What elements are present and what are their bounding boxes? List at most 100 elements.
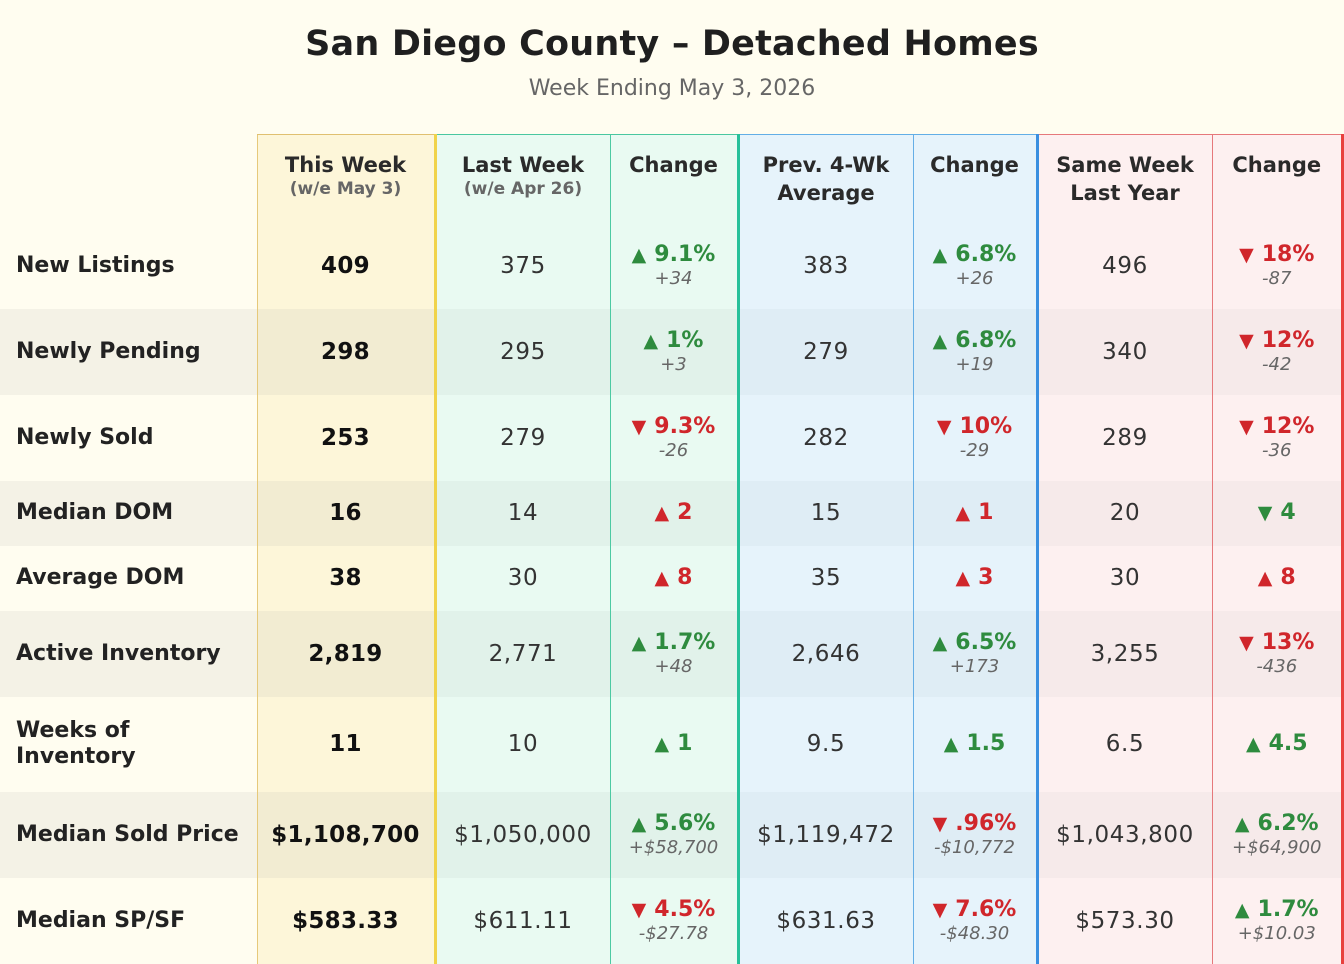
change-percent: 8 xyxy=(1280,565,1296,590)
prev-4wk-avg-value: $1,119,472 xyxy=(736,791,913,878)
triangle-up-icon: ▲ xyxy=(631,631,647,654)
row-label: Average DOM xyxy=(16,565,185,590)
change-percent: 1 xyxy=(677,731,693,756)
change-percent: 6.2% xyxy=(1257,810,1319,836)
change-4wk-cell: ▲ 6.5% +173 xyxy=(912,610,1037,697)
change-absolute: +3 xyxy=(660,353,687,375)
change-4wk-cell: ▲ 6.8% +26 xyxy=(912,222,1037,309)
header-spacer xyxy=(0,135,257,223)
table-row: Newly Sold 253 279 ▼ 9.3% -26 282 ▼ 10% -29 289 ▼ 12… xyxy=(0,394,1344,481)
last-week-value: $611.11 xyxy=(433,877,610,964)
this-week-value: 38 xyxy=(256,545,435,611)
header-prev-4wk-average: Prev. 4-Wk Average xyxy=(736,134,913,223)
table-row: Weeks of Inventory 11 10 ▲ 1 9.5 ▲ 1.5 6.5 ▲ 4.5 xyxy=(0,696,1344,792)
change-value: ▲ 6.8% xyxy=(914,328,1036,354)
change-percent: 1.7% xyxy=(1257,896,1319,922)
change-value: ▼ 18% xyxy=(1213,242,1342,268)
change-percent: 6.8% xyxy=(955,241,1017,267)
last-year-value: 289 xyxy=(1035,394,1212,481)
change-absolute: -436 xyxy=(1256,655,1298,677)
change-4wk-cell: ▲ 1.5 xyxy=(912,696,1037,792)
change-4wk-cell: ▲ 3 xyxy=(912,545,1037,611)
this-week-value: $1,108,700 xyxy=(256,791,435,878)
triangle-down-icon: ▼ xyxy=(1257,502,1273,524)
change-absolute: +173 xyxy=(949,655,1000,677)
change-year-cell: ▲ 6.2% +$64,900 xyxy=(1211,791,1344,878)
triangle-down-icon: ▼ xyxy=(1239,631,1254,654)
change-4wk-cell: ▲ 6.8% +19 xyxy=(912,308,1037,395)
change-percent: 4 xyxy=(1280,500,1296,525)
last-year-value: 3,255 xyxy=(1035,610,1212,697)
change-percent: 9.1% xyxy=(654,241,716,267)
last-year-value: 30 xyxy=(1035,545,1212,611)
change-year-cell: ▲ 8 xyxy=(1211,545,1344,611)
triangle-up-icon: ▲ xyxy=(1234,898,1250,921)
last-week-value: 2,771 xyxy=(433,610,610,697)
change-value: ▲ 1% xyxy=(611,328,737,354)
row-label: Newly Pending xyxy=(0,308,257,395)
triangle-down-icon: ▼ xyxy=(631,898,647,921)
triangle-up-icon: ▲ xyxy=(943,733,959,755)
this-week-value: 11 xyxy=(256,696,435,792)
change-value: ▼ 4.5% xyxy=(611,897,737,923)
change-percent: 1 xyxy=(978,500,994,525)
triangle-up-icon: ▲ xyxy=(932,243,948,266)
table-header: This Week (w/e May 3) Last Week (w/e Apr 2… xyxy=(0,134,1344,223)
last-year-value: 496 xyxy=(1035,222,1212,309)
change-absolute: -87 xyxy=(1262,267,1292,289)
row-label: Median SP/SF xyxy=(16,907,186,933)
row-label: Median DOM xyxy=(0,480,257,546)
change-absolute: +34 xyxy=(654,267,693,289)
this-week-value: $583.33 xyxy=(256,877,435,964)
change-absolute: -$27.78 xyxy=(638,922,709,944)
change-percent: 9.3% xyxy=(654,413,716,439)
prev-4wk-avg-value: 2,646 xyxy=(736,610,913,697)
change-value: ▲ 1.7% xyxy=(611,630,737,656)
triangle-down-icon: ▼ xyxy=(631,415,647,438)
change-value: ▲ 6.8% xyxy=(914,242,1036,268)
change-value: ▲ 5.6% xyxy=(611,811,737,837)
row-label: Median Sold Price xyxy=(0,791,257,878)
change-percent: 1% xyxy=(666,327,704,353)
change-week-cell: ▲ 1 xyxy=(609,696,738,792)
prev-4wk-avg-value: 9.5 xyxy=(736,696,913,792)
change-percent: 12% xyxy=(1261,413,1315,439)
last-week-value: 10 xyxy=(433,696,610,792)
change-value: ▲ 1.7% xyxy=(1213,897,1342,923)
change-value: ▲ 6.2% xyxy=(1213,811,1342,837)
change-percent: 1.5 xyxy=(966,731,1006,756)
triangle-down-icon: ▼ xyxy=(936,415,952,438)
header-change-4wk: Change xyxy=(912,134,1037,223)
change-absolute: +$64,900 xyxy=(1231,836,1322,858)
last-year-value: $573.30 xyxy=(1035,877,1212,964)
triangle-down-icon: ▼ xyxy=(1239,329,1254,352)
triangle-up-icon: ▲ xyxy=(654,733,670,755)
change-week-cell: ▲ 9.1% +34 xyxy=(609,222,738,309)
this-week-value: 2,819 xyxy=(256,610,435,697)
change-4wk-cell: ▼ .96% -$10,772 xyxy=(912,791,1037,878)
table-row: New Listings 409 375 ▲ 9.1% +34 383 ▲ 6.8% +26 496… xyxy=(0,222,1344,309)
row-label: Newly Sold xyxy=(16,424,154,450)
change-absolute: -26 xyxy=(658,439,689,461)
last-week-value: 279 xyxy=(433,394,610,481)
table-row: Median Sold Price $1,108,700 $1,050,000 ▲ 5.… xyxy=(0,791,1344,878)
change-percent: 6.8% xyxy=(955,327,1017,353)
change-percent: 4.5% xyxy=(654,896,716,922)
header-change-year: Change xyxy=(1211,134,1344,223)
change-percent: 12% xyxy=(1261,327,1315,353)
triangle-up-icon: ▲ xyxy=(631,243,647,266)
change-percent: 4.5 xyxy=(1268,731,1308,756)
triangle-up-icon: ▲ xyxy=(955,567,971,589)
prev-4wk-avg-value: 35 xyxy=(736,545,913,611)
table-row: Median SP/SF $583.33 $611.11 ▼ 4.5% -$27.78 $6… xyxy=(0,877,1344,964)
change-percent: 6.5% xyxy=(955,629,1017,655)
table-row: Newly Pending 298 295 ▲ 1% +3 279 ▲ 6.8% +19 340 ▼ 1… xyxy=(0,308,1344,395)
change-value: ▼ .96% xyxy=(914,811,1036,837)
change-percent: 13% xyxy=(1261,629,1315,655)
change-value: ▼ 10% xyxy=(914,414,1036,440)
change-absolute: -36 xyxy=(1262,439,1292,461)
triangle-up-icon: ▲ xyxy=(643,329,659,352)
change-year-cell: ▼ 12% -36 xyxy=(1211,394,1344,481)
change-value: ▲ 8 xyxy=(611,565,737,591)
triangle-up-icon: ▲ xyxy=(1234,812,1250,835)
